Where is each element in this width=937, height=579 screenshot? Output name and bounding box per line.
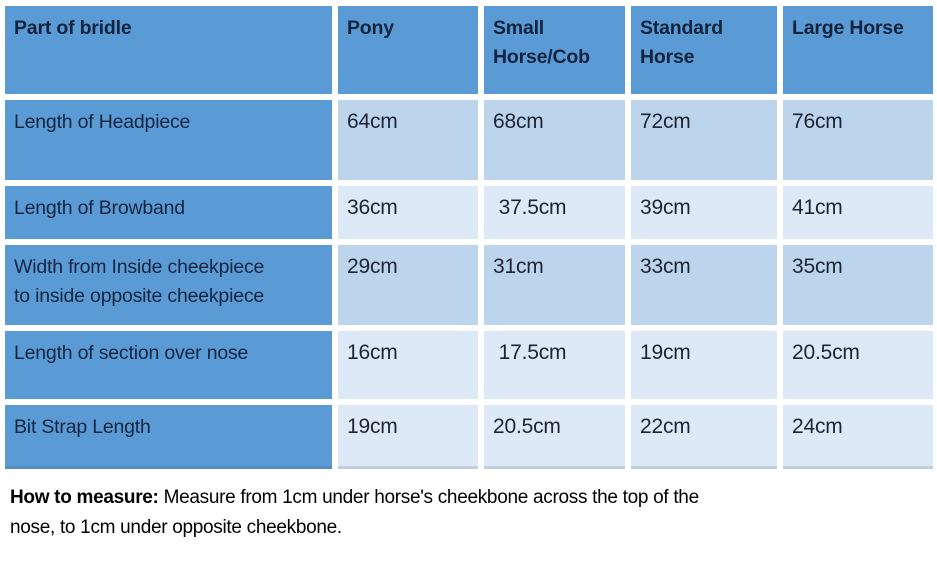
value-cheekpiece-pony: 29cm bbox=[338, 245, 478, 325]
value-browband-small: 37.5cm bbox=[484, 186, 625, 239]
value-bitstrap-small: 20.5cm bbox=[484, 405, 625, 469]
value-browband-standard: 39cm bbox=[631, 186, 777, 239]
how-to-measure-note: How to measure: Measure from 1cm under h… bbox=[10, 483, 910, 543]
value-headpiece-pony: 64cm bbox=[338, 100, 478, 180]
value-headpiece-small: 68cm bbox=[484, 100, 625, 180]
value-headpiece-large: 76cm bbox=[783, 100, 933, 180]
value-cheekpiece-standard: 33cm bbox=[631, 245, 777, 325]
row-label-browband: Length of Browband bbox=[5, 186, 332, 239]
row-label-bit-strap: Bit Strap Length bbox=[5, 405, 332, 469]
value-browband-large: 41cm bbox=[783, 186, 933, 239]
value-bitstrap-standard: 22cm bbox=[631, 405, 777, 469]
value-browband-pony: 36cm bbox=[338, 186, 478, 239]
header-cell-part-of-bridle: Part of bridle bbox=[5, 6, 332, 94]
value-nose-pony: 16cm bbox=[338, 331, 478, 399]
row-label-headpiece: Length of Headpiece bbox=[5, 100, 332, 180]
value-cheekpiece-large: 35cm bbox=[783, 245, 933, 325]
header-cell-large-horse: Large Horse bbox=[783, 6, 933, 94]
row-label-nose-section: Length of section over nose bbox=[5, 331, 332, 399]
value-bitstrap-large: 24cm bbox=[783, 405, 933, 469]
how-to-measure-text: Measure from 1cm under horse's cheekbone… bbox=[10, 487, 699, 539]
header-cell-small-horse-cob: Small Horse/Cob bbox=[484, 6, 625, 94]
value-nose-standard: 19cm bbox=[631, 331, 777, 399]
value-nose-small: 17.5cm bbox=[484, 331, 625, 399]
row-label-cheekpiece-width: Width from Inside cheekpiece to inside o… bbox=[5, 245, 332, 325]
value-nose-large: 20.5cm bbox=[783, 331, 933, 399]
value-headpiece-standard: 72cm bbox=[631, 100, 777, 180]
header-cell-pony: Pony bbox=[338, 6, 478, 94]
value-bitstrap-pony: 19cm bbox=[338, 405, 478, 469]
header-cell-standard-horse: Standard Horse bbox=[631, 6, 777, 94]
value-cheekpiece-small: 31cm bbox=[484, 245, 625, 325]
bridle-size-table: Part of bridle Pony Small Horse/Cob Stan… bbox=[5, 6, 933, 469]
how-to-measure-label: How to measure: bbox=[10, 487, 159, 508]
